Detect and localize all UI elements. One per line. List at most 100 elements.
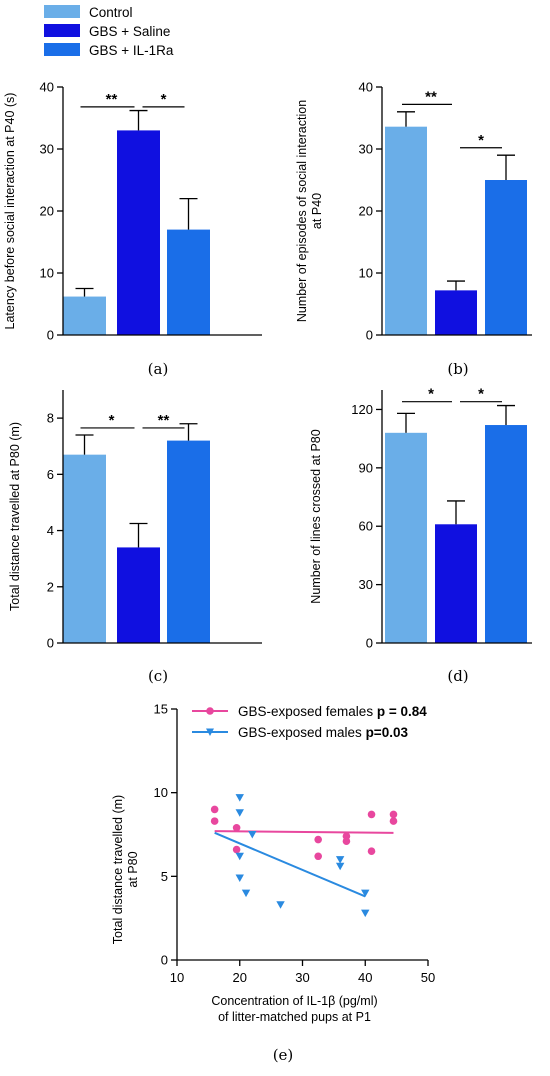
panel-b-chart: 0 10 20 30 40 Number of episodes of social in… [295, 80, 532, 378]
panel-d-bar-1 [385, 432, 427, 643]
panel-c-bar-2 [117, 547, 160, 643]
panel-a-chart: 0 10 20 30 40 Latency before social interacti… [3, 80, 262, 378]
panel-a-y-tick-label: 10 [40, 266, 54, 281]
panel-d-y-tick-label: 0 [366, 636, 373, 651]
panel-d-significance-label-1: * [428, 386, 434, 403]
panel-b-bar-1 [385, 126, 427, 336]
panel-e-y-tick-label: 0 [161, 953, 168, 968]
panel-e-point-males [248, 831, 257, 839]
panel-a-bar-3 [167, 229, 210, 335]
legend-label-control: Control [89, 5, 133, 20]
panel-e-legend-pvalue-females: p = 0.84 [377, 704, 427, 719]
panel-a-y-axis-label: Latency before social interaction at P40… [3, 93, 17, 330]
panel-c-significance-label-1: * [109, 412, 115, 429]
panel-d-chart: 0 30 60 90 120 Number of lines crossed at P80… [309, 386, 532, 685]
legend-label-gbs-il1ra: GBS + IL-1Ra [89, 43, 174, 58]
panel-d-y-tick-label: 120 [351, 402, 373, 417]
panel-a-y-tick-label: 20 [40, 204, 54, 219]
panel-a-significance-label-2: * [161, 91, 167, 108]
panel-e-y-tick-label: 5 [161, 869, 168, 884]
panel-e-x-tick-label: 40 [358, 970, 372, 985]
legend: Control GBS + Saline GBS + IL-1Ra [44, 5, 174, 58]
panel-e-point-females [367, 847, 376, 856]
panel-e-y-axis-label: at P80 [126, 851, 140, 887]
panel-b-significance-label-2: * [478, 132, 484, 149]
panel-c-y-tick-label: 6 [47, 467, 54, 482]
panel-d-y-tick-label: 90 [359, 460, 373, 475]
legend-swatch-control [44, 5, 80, 18]
panel-b-y-axis-label: Number of episodes of social interaction [295, 100, 309, 322]
panel-b-caption: (b) [447, 360, 468, 378]
panel-e-point-males [361, 889, 370, 898]
panel-e-legend-name-females: GBS-exposed females [238, 704, 377, 719]
panel-e-point-males [235, 794, 244, 802]
panel-a-y-tick-label: 40 [40, 80, 54, 95]
panel-b-bar-2 [435, 290, 477, 335]
panel-c-chart: 0 2 4 6 8 Total distance travelled at P80 (m)… [8, 390, 262, 685]
panel-c-significance-label-2: ** [158, 412, 170, 429]
panel-a-significance-label-1: ** [106, 91, 118, 108]
panel-d-caption: (d) [447, 667, 468, 685]
panel-e-point-males [335, 856, 345, 864]
panel-b-y-tick-label: 40 [359, 80, 373, 95]
panel-e-legend-name-males: GBS-exposed males [238, 725, 366, 740]
panel-e-chart: 10 20 30 40 50 0 5 10 15 Concentration of IL-1β (… [111, 702, 435, 1065]
panel-b-bar-3 [485, 180, 527, 335]
panel-a-bar-2 [117, 130, 160, 335]
panel-c-y-axis-label: Total distance travelled at P80 (m) [8, 422, 22, 611]
panel-e-point-females [389, 810, 398, 819]
panel-e-caption: (e) [273, 1046, 294, 1064]
panel-d-bar-3 [485, 425, 527, 643]
panel-e-point-males [241, 889, 251, 898]
panel-b-y-tick-label: 30 [359, 142, 373, 157]
panel-c-y-tick-label: 8 [47, 411, 54, 426]
panel-e-point-males [335, 862, 345, 871]
panel-a-caption: (a) [148, 360, 169, 378]
panel-c-y-tick-label: 2 [47, 579, 54, 594]
panel-e-point-females [314, 835, 322, 844]
panel-e-point-females [367, 810, 376, 819]
panel-e-point-females [232, 845, 241, 854]
panel-c-bar-3 [167, 440, 210, 643]
panel-e-point-females [342, 837, 351, 845]
panel-e-point-males [276, 901, 285, 909]
legend-swatch-gbs-il1ra [44, 43, 80, 56]
panel-e-point-females [210, 817, 219, 825]
panel-e-x-tick-label: 50 [421, 970, 435, 985]
panel-c-y-tick-label: 4 [47, 523, 54, 538]
panel-a-bar-1 [63, 296, 106, 335]
panel-e-fit-line-females [214, 830, 394, 834]
panel-a-y-tick-label: 0 [47, 328, 54, 343]
panel-e-point-males [235, 874, 244, 883]
panel-b-y-axis-label: at P40 [310, 193, 324, 229]
panel-e-y-tick-label: 10 [154, 785, 168, 800]
panel-e-legend-marker-females [206, 707, 214, 715]
panel-b-y-tick-label: 0 [366, 328, 373, 343]
legend-swatch-gbs-saline [44, 24, 80, 37]
panel-e-x-tick-label: 10 [170, 970, 184, 985]
panel-c-caption: (c) [148, 667, 168, 685]
panel-e-fit-line-males [214, 831, 366, 898]
panel-d-y-axis-label: Number of lines crossed at P80 [309, 429, 323, 603]
panel-e-legend-label-males: GBS-exposed males p=0.03 [238, 725, 408, 740]
panel-b-significance-label-1: ** [425, 88, 437, 105]
panel-e-x-tick-label: 20 [233, 970, 247, 985]
panel-e-point-males [361, 909, 370, 918]
panel-b-y-tick-label: 10 [359, 266, 373, 281]
panel-e-point-females [314, 852, 322, 861]
panel-e-x-tick-label: 30 [295, 970, 309, 985]
panel-e-y-axis-label: Total distance travelled (m) [111, 795, 125, 944]
panel-d-y-tick-label: 60 [359, 519, 373, 534]
panel-c-bar-1 [63, 454, 106, 643]
panel-e-point-males [235, 809, 244, 817]
panel-e-point-females [389, 817, 398, 825]
panel-e-point-males [235, 852, 244, 861]
panel-e-y-tick-label: 15 [154, 702, 168, 717]
panel-e-x-axis-label: of litter-matched pups at P1 [218, 1010, 371, 1024]
panel-a-y-tick-label: 30 [40, 142, 54, 157]
panel-e-legend-pvalue-males: p=0.03 [366, 725, 409, 740]
panel-e-point-females [210, 805, 219, 814]
panel-e-legend-label-females: GBS-exposed females p = 0.84 [238, 704, 427, 719]
panel-d-bar-2 [435, 524, 477, 643]
panel-d-y-tick-label: 30 [359, 577, 373, 592]
